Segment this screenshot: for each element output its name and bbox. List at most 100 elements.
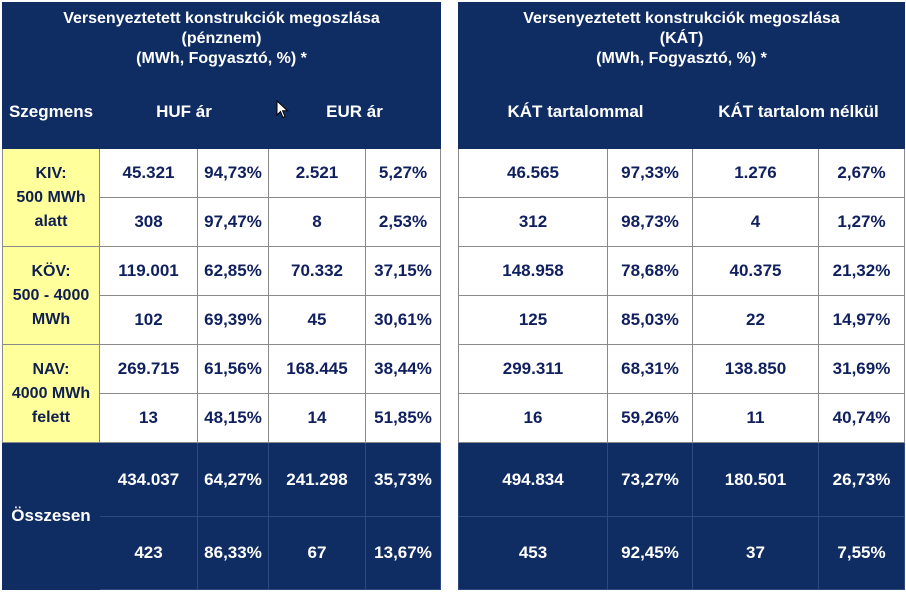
kat-with-header: KÁT tartalommal bbox=[458, 74, 693, 149]
total-cell: 494.834 bbox=[458, 442, 608, 517]
segment-header: Szegmens bbox=[2, 74, 100, 149]
table-cell: 14 bbox=[268, 393, 366, 443]
table-cell: 11 bbox=[692, 393, 819, 443]
table-row: 312 98,73% 4 1,27% bbox=[458, 197, 906, 247]
segment-label-line: KIV: bbox=[35, 164, 67, 182]
table-cell: 13 bbox=[99, 393, 198, 443]
table-cell: 31,69% bbox=[817, 344, 906, 394]
segment-label-line: alatt bbox=[34, 212, 68, 230]
total-row: 494.834 73,27% 180.501 26,73% bbox=[458, 442, 906, 517]
table-cell: 22 bbox=[692, 295, 819, 345]
table-cell: 97,33% bbox=[607, 148, 693, 198]
table-title: Versenyeztetett konstrukciók megoszlása … bbox=[457, 2, 906, 75]
table-cell: 97,47% bbox=[197, 197, 269, 247]
table-cell: 62,85% bbox=[197, 246, 269, 296]
table-cell: 59,26% bbox=[607, 393, 693, 443]
table-cell: 4 bbox=[692, 197, 819, 247]
table-cell: 38,44% bbox=[365, 344, 441, 394]
table-row: NAV: 4000 MWh felett 269.715 61,56% 168.… bbox=[2, 344, 441, 443]
table-cell: 68,31% bbox=[607, 344, 693, 394]
table-cell: 8 bbox=[268, 197, 366, 247]
total-cell: 37 bbox=[692, 516, 819, 590]
table-row: KÖV: 500 - 4000 MWh 119.001 62,85% 70.33… bbox=[2, 246, 441, 345]
total-cell: 64,27% bbox=[197, 442, 269, 517]
table-cell: 14,97% bbox=[817, 295, 906, 345]
huf-price-header: HUF ár bbox=[99, 74, 269, 149]
table-cell: 5,27% bbox=[365, 148, 441, 198]
mouse-cursor-icon bbox=[276, 100, 289, 119]
total-cell: 7,55% bbox=[817, 516, 906, 590]
kat-distribution-table: Versenyeztetett konstrukciók megoszlása … bbox=[457, 2, 906, 590]
table-cell: 46.565 bbox=[458, 148, 608, 198]
segment-label-line: NAV: bbox=[32, 360, 70, 378]
table-cell: 40,74% bbox=[817, 393, 906, 443]
total-cell: 86,33% bbox=[197, 516, 269, 590]
table-row: 308 97,47% 8 2,53% bbox=[3, 197, 441, 247]
segment-label-line: KÖV: bbox=[31, 262, 71, 280]
total-row: Összesen 434.037 64,27% 241.298 35,73% bbox=[2, 442, 441, 590]
table-cell: 30,61% bbox=[365, 295, 441, 345]
title-line: Versenyeztetett konstrukciók megoszlása bbox=[63, 9, 380, 27]
total-cell: 13,67% bbox=[365, 516, 441, 590]
table-cell: 299.311 bbox=[458, 344, 608, 394]
table-row: 299.311 68,31% 138.850 31,69% bbox=[458, 344, 906, 394]
total-row: 423 86,33% 67 13,67% bbox=[3, 516, 441, 590]
table-cell: 70.332 bbox=[268, 246, 366, 296]
eur-price-header: EUR ár bbox=[268, 74, 441, 149]
table-cell: 2,53% bbox=[365, 197, 441, 247]
segment-label-line: MWh bbox=[31, 310, 71, 328]
table-cell: 40.375 bbox=[692, 246, 819, 296]
table-cell: 1.276 bbox=[692, 148, 819, 198]
table-cell: 85,03% bbox=[607, 295, 693, 345]
total-cell: 180.501 bbox=[692, 442, 819, 517]
table-cell: 98,73% bbox=[607, 197, 693, 247]
table-cell: 61,56% bbox=[197, 344, 269, 394]
table-row: 125 85,03% 22 14,97% bbox=[458, 295, 906, 345]
total-cell: 73,27% bbox=[607, 442, 693, 517]
table-cell: 138.850 bbox=[692, 344, 819, 394]
table-cell: 94,73% bbox=[197, 148, 269, 198]
table-row: 46.565 97,33% 1.276 2,67% bbox=[458, 148, 906, 198]
table-cell: 168.445 bbox=[268, 344, 366, 394]
table-row: KIV: 500 MWh alatt 45.321 94,73% 2.521 5… bbox=[2, 148, 441, 247]
table-cell: 69,39% bbox=[197, 295, 269, 345]
total-cell: 35,73% bbox=[365, 442, 441, 517]
table-cell: 37,15% bbox=[365, 246, 441, 296]
total-row: 453 92,45% 37 7,55% bbox=[458, 516, 906, 590]
segment-label-line: 500 - 4000 bbox=[12, 286, 90, 304]
table-cell: 48,15% bbox=[197, 393, 269, 443]
table-row: 102 69,39% 45 30,61% bbox=[3, 295, 441, 345]
kat-without-header: KÁT tartalom nélkül bbox=[691, 74, 906, 149]
table-cell: 45 bbox=[268, 295, 366, 345]
table-cell: 45.321 bbox=[99, 148, 198, 198]
segment-label-line: felett bbox=[31, 408, 71, 426]
segment-label-kiv: KIV: 500 MWh alatt bbox=[2, 148, 100, 247]
table-row: 16 59,26% 11 40,74% bbox=[458, 393, 906, 443]
title-line: (MWh, Fogyasztó, %) * bbox=[136, 49, 307, 67]
segment-label-line: 4000 MWh bbox=[11, 384, 91, 402]
total-cell: 423 bbox=[99, 516, 198, 590]
table-cell: 1,27% bbox=[817, 197, 906, 247]
table-title: Versenyeztetett konstrukciók megoszlása … bbox=[2, 2, 441, 75]
table-cell: 308 bbox=[99, 197, 198, 247]
currency-distribution-table: Versenyeztetett konstrukciók megoszlása … bbox=[2, 2, 441, 590]
total-cell: 434.037 bbox=[99, 442, 198, 517]
segment-label-line: 500 MWh bbox=[16, 188, 86, 206]
title-line: (KÁT) bbox=[659, 29, 704, 47]
title-line: Versenyeztetett konstrukciók megoszlása bbox=[523, 9, 840, 27]
title-line: (pénznem) bbox=[181, 29, 262, 47]
table-cell: 78,68% bbox=[607, 246, 693, 296]
total-cell: 241.298 bbox=[268, 442, 366, 517]
total-cell: 92,45% bbox=[607, 516, 693, 590]
table-cell: 16 bbox=[458, 393, 608, 443]
title-line: (MWh, Fogyasztó, %) * bbox=[596, 49, 767, 67]
table-cell: 102 bbox=[99, 295, 198, 345]
segment-label-nav: NAV: 4000 MWh felett bbox=[2, 344, 100, 443]
table-cell: 2,67% bbox=[817, 148, 906, 198]
table-cell: 269.715 bbox=[99, 344, 198, 394]
total-cell: 453 bbox=[458, 516, 608, 590]
table-row: 148.958 78,68% 40.375 21,32% bbox=[458, 246, 906, 296]
table-cell: 119.001 bbox=[99, 246, 198, 296]
table-cell: 21,32% bbox=[817, 246, 906, 296]
total-label: Összesen bbox=[2, 442, 100, 590]
